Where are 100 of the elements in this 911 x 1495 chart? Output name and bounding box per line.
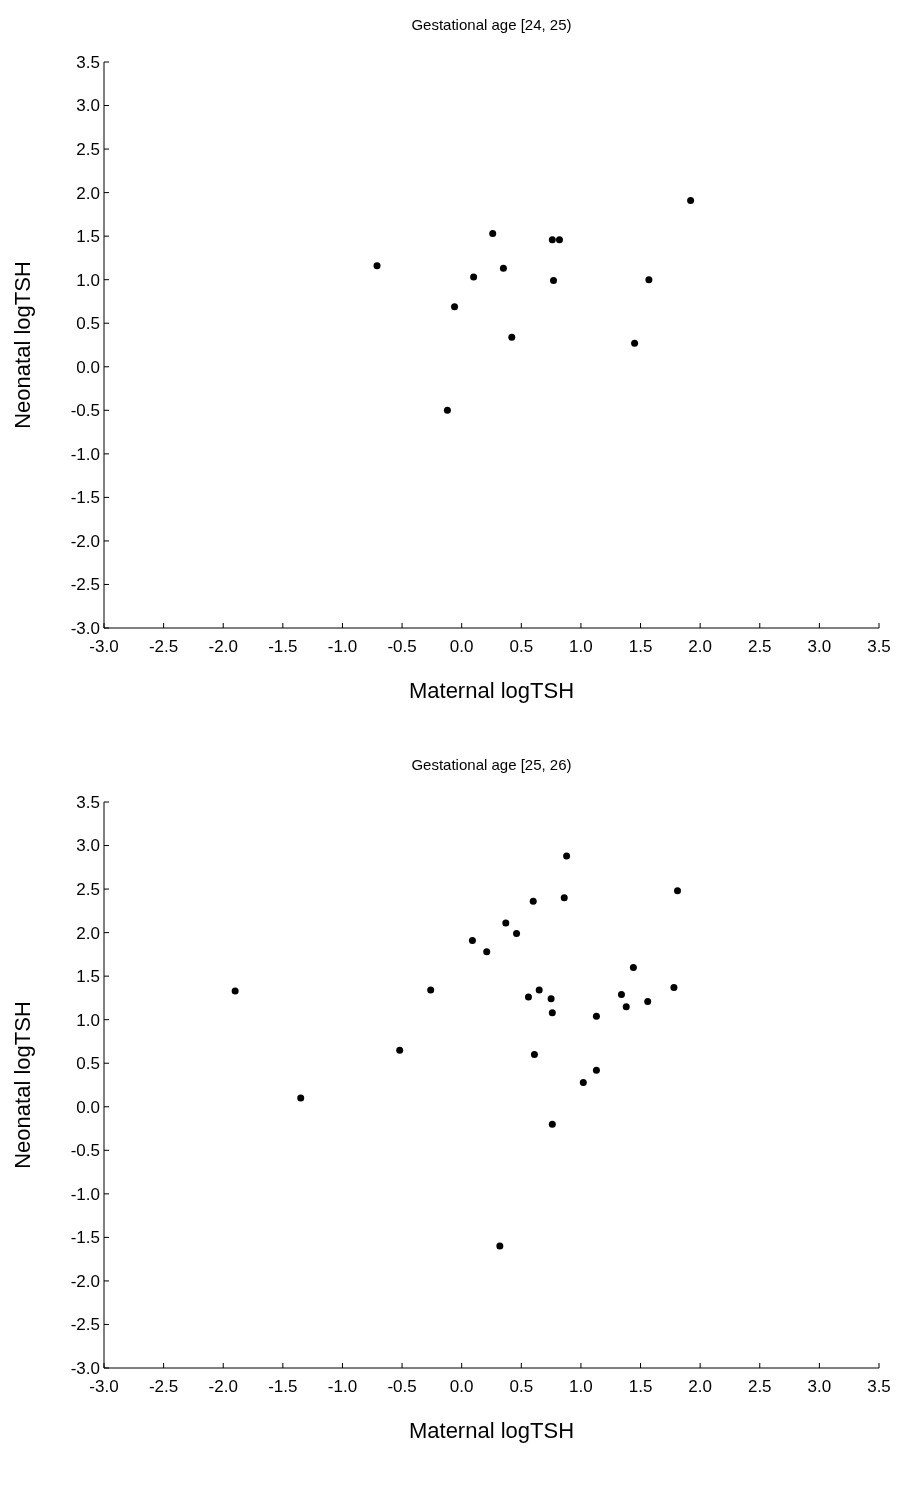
x-tick-label: -1.5 — [268, 1377, 298, 1396]
point — [451, 303, 459, 311]
point — [592, 1012, 600, 1020]
x-tick-label: 0.0 — [449, 637, 474, 656]
y-tick-label: -1.0 — [70, 444, 100, 464]
x-tick-label: -3.0 — [89, 1377, 119, 1396]
x-tick-label: 1.5 — [628, 1377, 653, 1396]
point — [548, 236, 556, 244]
point — [529, 897, 537, 905]
x-tick-label: 0.0 — [449, 1377, 474, 1396]
point — [579, 1078, 587, 1086]
point — [592, 1066, 600, 1074]
point — [443, 406, 451, 414]
y-tick-label: -1.0 — [70, 1184, 100, 1204]
y-tick-label: 1.5 — [76, 967, 100, 987]
x-axis-title: Maternal logTSH — [408, 678, 575, 703]
chart-title: Gestational age [25, 26) — [411, 756, 572, 773]
x-tick-label: -2.0 — [208, 1377, 238, 1396]
point — [530, 1051, 538, 1059]
point — [644, 997, 652, 1005]
point — [524, 993, 532, 1001]
point — [513, 929, 521, 937]
point — [489, 230, 497, 238]
point — [396, 1046, 404, 1054]
x-axis-title: Maternal logTSH — [408, 1418, 575, 1443]
y-tick-label: 1.5 — [76, 227, 100, 247]
point — [563, 852, 571, 860]
chart-title: Gestational age [24, 25) — [411, 16, 572, 33]
point — [508, 333, 516, 341]
x-tick-label: -1.0 — [327, 637, 358, 656]
x-tick-label: 0.5 — [509, 637, 534, 656]
y-tick-label: 3.0 — [76, 96, 100, 116]
point — [560, 894, 568, 902]
x-tick-label: 2.0 — [688, 1377, 712, 1396]
y-tick-label: 0.5 — [76, 314, 100, 334]
x-tick-label: 3.5 — [867, 1377, 891, 1396]
x-tick-label: 3.0 — [807, 637, 832, 656]
point — [427, 986, 435, 994]
point — [548, 1120, 556, 1128]
y-tick-label: 0.5 — [76, 1054, 100, 1074]
x-tick-label: 1.5 — [628, 637, 653, 656]
y-axis-title: Neonatal logTSH — [10, 1001, 35, 1169]
point — [496, 1242, 504, 1250]
y-tick-label: -3.0 — [70, 1358, 100, 1378]
y-tick-label: 2.5 — [76, 140, 100, 160]
point — [550, 277, 557, 285]
y-tick-label: -2.5 — [70, 575, 100, 595]
x-tick-label: -0.5 — [387, 1377, 417, 1396]
y-tick-label: -2.5 — [70, 1315, 100, 1335]
point — [499, 264, 507, 272]
x-tick-label: 2.0 — [688, 637, 712, 656]
x-tick-label: -3.0 — [89, 637, 119, 656]
y-tick-label: 1.0 — [76, 1010, 100, 1030]
y-tick-label: 3.5 — [76, 792, 100, 812]
point — [231, 987, 239, 995]
x-tick-label: 3.5 — [867, 637, 891, 656]
x-tick-label: 0.5 — [509, 1377, 534, 1396]
x-tick-label: 1.0 — [569, 1377, 593, 1396]
x-tick-label: 2.5 — [747, 637, 772, 656]
y-axis-title: Neonatal logTSH — [10, 261, 35, 429]
point — [535, 986, 543, 994]
y-tick-label: 0.0 — [76, 357, 100, 377]
y-tick-label: 2.0 — [76, 923, 100, 943]
x-tick-label: -2.5 — [148, 637, 179, 656]
y-tick-label: 2.0 — [76, 183, 100, 203]
x-tick-label: -1.0 — [327, 1377, 358, 1396]
y-tick-label: -1.5 — [70, 488, 100, 508]
point — [555, 236, 563, 244]
y-tick-label: 0.0 — [76, 1097, 100, 1117]
point — [622, 1003, 630, 1011]
point — [674, 887, 681, 895]
point — [548, 1009, 556, 1017]
x-tick-label: 3.0 — [807, 1377, 832, 1396]
y-tick-label: -1.5 — [70, 1228, 100, 1248]
point — [645, 276, 653, 284]
x-tick-label: -1.5 — [268, 637, 298, 656]
y-tick-label: 1.0 — [76, 270, 100, 290]
point — [631, 339, 639, 347]
point — [687, 196, 695, 204]
y-tick-label: -0.5 — [70, 401, 100, 421]
x-tick-label: -0.5 — [387, 637, 417, 656]
point — [670, 983, 678, 991]
x-tick-label: -2.5 — [148, 1377, 179, 1396]
x-tick-label: -2.0 — [208, 637, 238, 656]
point — [373, 262, 381, 270]
point — [629, 963, 637, 971]
y-tick-label: -3.0 — [70, 618, 100, 638]
y-tick-label: -2.0 — [70, 1271, 100, 1291]
y-tick-label: 2.5 — [76, 880, 100, 900]
point — [547, 995, 555, 1003]
y-tick-label: -2.0 — [70, 531, 100, 551]
point — [483, 948, 491, 956]
x-tick-label: 2.5 — [747, 1377, 772, 1396]
y-tick-label: 3.0 — [76, 836, 100, 856]
point — [617, 990, 625, 998]
point — [502, 919, 510, 927]
y-tick-label: 3.5 — [76, 52, 100, 72]
x-tick-label: 1.0 — [569, 637, 593, 656]
point — [297, 1094, 305, 1102]
y-tick-label: -0.5 — [70, 1141, 100, 1161]
